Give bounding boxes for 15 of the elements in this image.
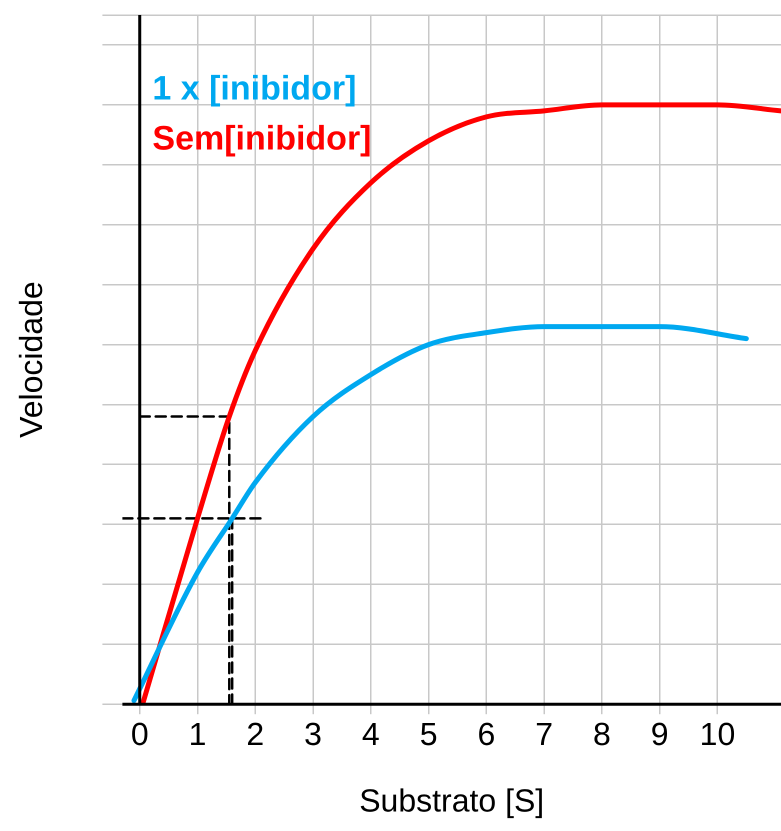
- x-tick-label: 9: [650, 716, 669, 752]
- x-axis-title: Substrato [S]: [359, 782, 544, 819]
- x-tick-label: 1: [188, 716, 206, 752]
- x-tick-label: 5: [420, 716, 438, 752]
- x-tick-label: 6: [477, 716, 496, 752]
- x-tick-label: 4: [362, 716, 380, 752]
- y-axis-title: Velocidade: [13, 281, 50, 438]
- x-tick-label: 0: [130, 716, 149, 752]
- x-tick-label: 2: [246, 716, 264, 752]
- x-tick-label: 10: [700, 716, 736, 752]
- x-tick-label: 7: [535, 716, 554, 752]
- x-tick-label: 8: [593, 716, 611, 752]
- series-label: Sem[inibidor]: [152, 119, 372, 158]
- x-tick-label: 3: [304, 716, 322, 752]
- text: 1 x [inibidor]: [152, 69, 356, 108]
